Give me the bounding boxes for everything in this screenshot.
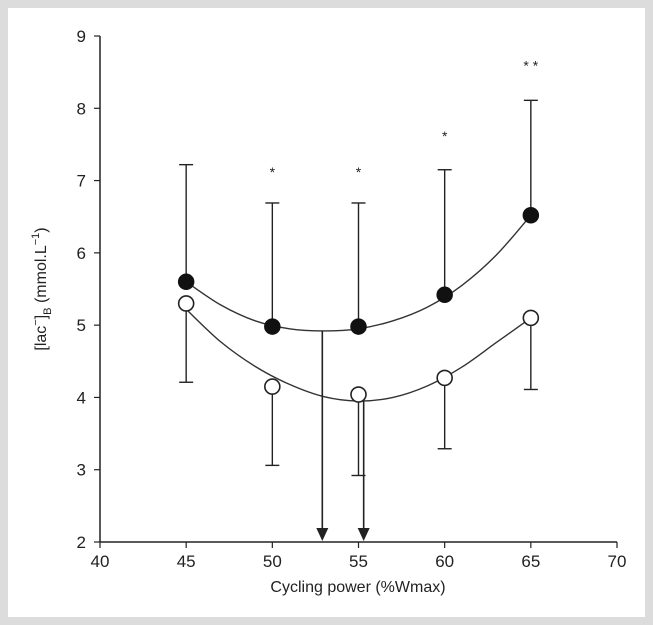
open-circle-point bbox=[522, 309, 540, 327]
y-axis-title: [lac−]B (mmol.L−1) bbox=[30, 227, 54, 350]
filled-circle-point bbox=[264, 318, 281, 335]
y-tick-label: 3 bbox=[77, 461, 86, 480]
filled-circle-point bbox=[350, 318, 367, 335]
open-circle-point bbox=[264, 378, 281, 395]
open-circle-point bbox=[177, 295, 195, 312]
y-tick-label: 9 bbox=[77, 27, 86, 46]
y-tick-label: 2 bbox=[77, 533, 86, 552]
threshold-arrow-head bbox=[316, 528, 329, 541]
filled-circle-point bbox=[177, 273, 195, 291]
y-tick-label: 8 bbox=[77, 99, 86, 118]
x-tick-label: 40 bbox=[91, 552, 110, 571]
open-circle-point bbox=[350, 386, 367, 403]
x-tick-label: 60 bbox=[435, 552, 454, 571]
significance-marks: * * * * * bbox=[270, 58, 539, 180]
significance-star: * bbox=[270, 164, 276, 180]
x-tick-label: 45 bbox=[177, 552, 196, 571]
significance-star: * * bbox=[523, 58, 538, 74]
open-circle-point bbox=[436, 369, 453, 387]
significance-star: * bbox=[356, 164, 362, 180]
x-tick-label: 70 bbox=[608, 552, 627, 571]
y-tick-label: 5 bbox=[77, 316, 86, 335]
error-bars bbox=[179, 99, 538, 477]
x-tick-label: 65 bbox=[521, 552, 540, 571]
data-points bbox=[177, 207, 540, 403]
x-tick-label: 55 bbox=[349, 552, 368, 571]
filled-circle-point bbox=[522, 207, 540, 224]
y-tick-label: 6 bbox=[77, 244, 86, 263]
x-tick-label: 50 bbox=[263, 552, 282, 571]
threshold-arrows bbox=[316, 330, 370, 541]
x-axis-title: Cycling power (%Wmax) bbox=[270, 579, 445, 596]
significance-star: * bbox=[442, 128, 448, 144]
filled-circle-point bbox=[436, 286, 453, 304]
y-tick-label: 7 bbox=[77, 172, 86, 191]
threshold-arrow-head bbox=[357, 528, 370, 541]
y-tick-label: 4 bbox=[77, 388, 86, 407]
